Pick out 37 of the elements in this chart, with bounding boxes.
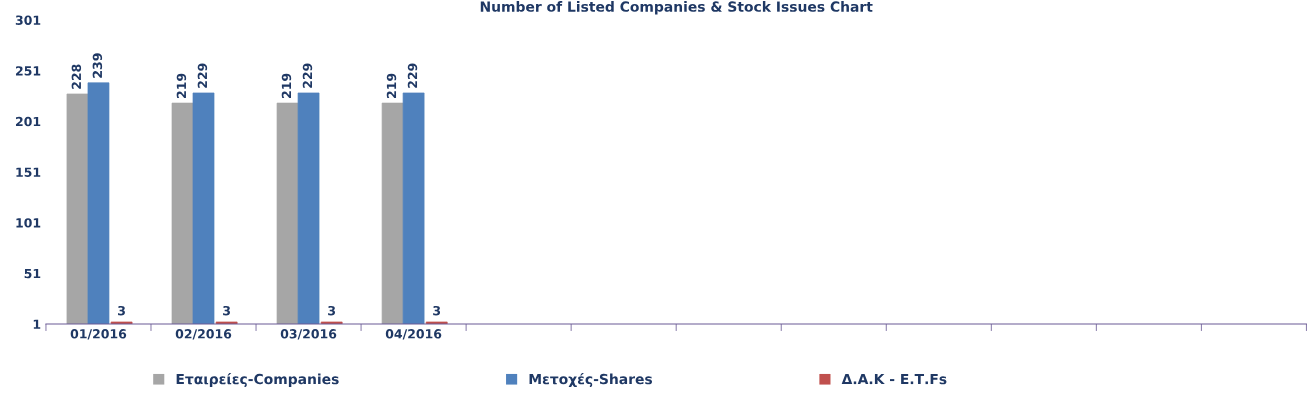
bar xyxy=(297,92,320,324)
bar xyxy=(87,82,110,324)
y-tick-label: 1 xyxy=(33,319,41,329)
bar xyxy=(110,321,133,324)
data-label: 229 xyxy=(302,63,313,88)
bar xyxy=(66,93,89,324)
legend-label: Εταιρείες-Companies xyxy=(176,372,339,387)
x-tick-label: 04/2016 xyxy=(385,329,442,340)
x-tick-label: 01/2016 xyxy=(70,329,127,340)
bar xyxy=(215,321,238,324)
data-label: 3 xyxy=(118,305,125,316)
y-tick-label: 251 xyxy=(15,66,41,76)
chart-title: Number of Listed Companies & Stock Issues Chart xyxy=(480,1,873,15)
y-tick-label: 201 xyxy=(15,116,41,127)
bar xyxy=(192,92,215,324)
x-tick-label: 02/2016 xyxy=(175,329,232,340)
y-tick-label: 151 xyxy=(16,167,41,177)
y-tick-label: 301 xyxy=(15,15,41,25)
data-label: 219 xyxy=(176,73,187,98)
data-label: 219 xyxy=(281,73,292,98)
legend-label: Μετοχές-Shares xyxy=(529,372,653,387)
data-label: 3 xyxy=(328,305,336,316)
bar xyxy=(171,102,194,324)
data-label: 228 xyxy=(71,64,82,89)
bar xyxy=(381,102,404,324)
data-label: 3 xyxy=(223,305,230,316)
x-tick-label: 03/2016 xyxy=(280,329,337,340)
y-tick-label: 101 xyxy=(16,218,41,228)
data-label: 3 xyxy=(433,305,441,316)
legend-label: Δ.Α.Κ - Ε.Τ.Fs xyxy=(841,373,947,385)
data-label: 229 xyxy=(407,63,418,88)
y-tick-label: 51 xyxy=(24,268,41,279)
data-label: 239 xyxy=(92,53,103,78)
data-label: 229 xyxy=(197,63,208,88)
data-label: 219 xyxy=(386,73,397,98)
bar xyxy=(402,92,425,324)
bar xyxy=(276,102,299,324)
